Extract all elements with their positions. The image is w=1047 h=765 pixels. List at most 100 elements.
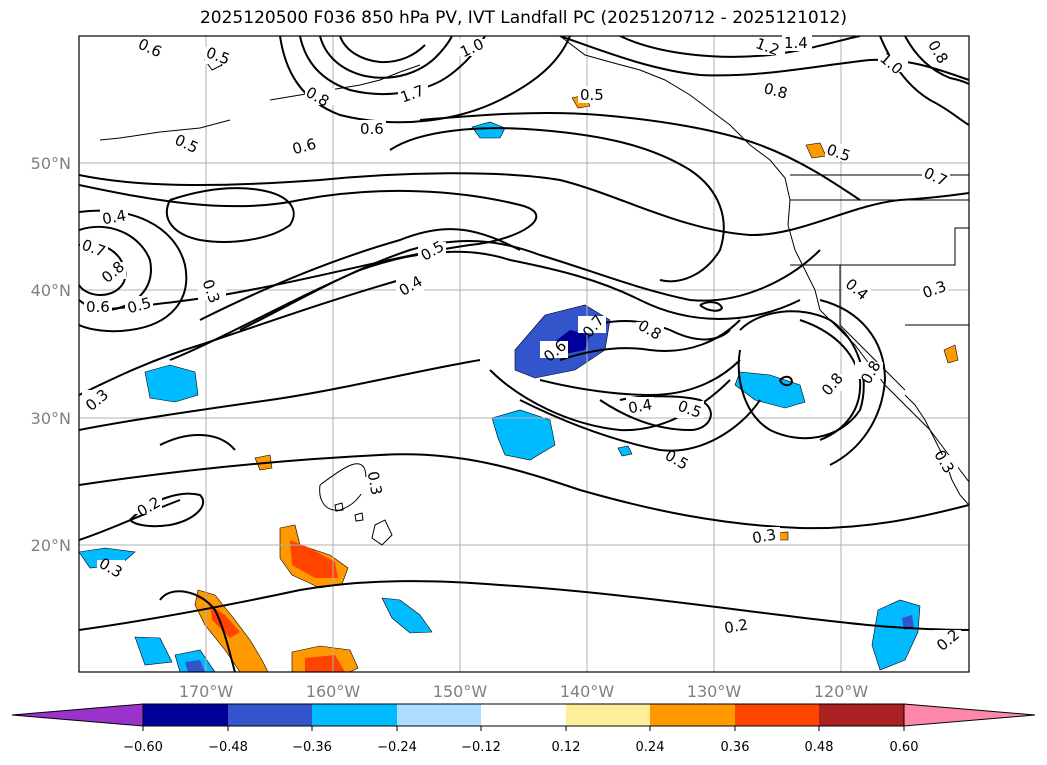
lat-tick-label: 30°N xyxy=(31,409,71,428)
contour-labels: 0.6 0.5 1.0 1.2 1.4 0.8 0.8 1.0 1.7 0.5 … xyxy=(79,34,963,655)
pv-neg-region-s1 xyxy=(381,597,433,634)
contour-label: 0.3 xyxy=(751,525,778,547)
lon-tick-label: 160°W xyxy=(306,682,361,701)
lon-tick-label: 170°W xyxy=(179,682,234,701)
contour-line xyxy=(904,36,969,85)
colorbar-tick-label: 0.36 xyxy=(721,740,750,755)
coastline-island-shape xyxy=(319,463,367,511)
coastline-hawaii-1 xyxy=(354,512,364,522)
contour-label: 0.6 xyxy=(360,120,384,138)
colorbar-tick-label: 0.60 xyxy=(890,740,919,755)
contour-line xyxy=(79,184,538,311)
pv-contours xyxy=(79,36,969,672)
colorbar-tick-label: −0.36 xyxy=(292,740,332,755)
contour-label: 0.2 xyxy=(723,615,750,637)
colorbar-extend-min xyxy=(11,703,144,727)
contour-label: 0.8 xyxy=(635,316,665,344)
pv-neg-region-se xyxy=(871,599,921,671)
pv-neg-region-w xyxy=(144,364,199,403)
contour-line xyxy=(299,36,486,96)
contour-line xyxy=(79,499,181,541)
contour-label: 0.5 xyxy=(172,131,201,157)
map-frame xyxy=(78,35,970,673)
pv-neg-region-ne xyxy=(734,371,806,409)
contour-label: 0.6 xyxy=(290,135,318,159)
contour-line xyxy=(79,172,969,237)
colorbar-segment xyxy=(650,704,735,726)
colorbar-tick-label: −0.60 xyxy=(123,740,163,755)
contour-label: 1.0 xyxy=(457,35,486,61)
coastline-hawaii-big xyxy=(371,519,393,546)
colorbar-segment xyxy=(312,704,397,726)
colorbar-tick-label: −0.24 xyxy=(377,740,417,755)
contour-line xyxy=(79,279,401,396)
contour-label: 0.3 xyxy=(364,470,386,497)
contour-line xyxy=(79,580,969,631)
contour-label: 0.5 xyxy=(418,237,448,265)
contour-label: 0.7 xyxy=(921,164,950,190)
contour-line xyxy=(79,453,969,530)
contour-label: 0.4 xyxy=(101,206,128,228)
contour-label: 0.8 xyxy=(303,83,333,111)
coastline-us-state-nv xyxy=(839,265,906,391)
colorbar-segment xyxy=(228,704,312,726)
gridlines xyxy=(79,36,969,672)
contour-label: 0.8 xyxy=(818,369,847,399)
colorbar-tick-label: −0.12 xyxy=(461,740,501,755)
pv-neg-region-small xyxy=(491,409,556,461)
contour-line xyxy=(159,434,236,451)
contour-label: 0.4 xyxy=(842,275,872,304)
lon-tick-label: 130°W xyxy=(687,682,742,701)
pv-pos-region-hawaii-core xyxy=(290,540,338,578)
colorbar-segment xyxy=(566,704,650,726)
contour-label: 0.8 xyxy=(924,37,952,67)
contour-label: 1.4 xyxy=(784,34,808,52)
pv-neg-region-se-core xyxy=(902,615,914,630)
contour-line xyxy=(779,375,794,387)
pv-pos-region-ne xyxy=(805,142,827,159)
contour-line xyxy=(199,228,521,321)
contour-line xyxy=(879,36,969,126)
colorbar-tick-label: 0.24 xyxy=(636,740,665,755)
lat-tick-label: 20°N xyxy=(31,536,71,555)
coastline-aleutians xyxy=(99,119,231,141)
lat-tick-label: 50°N xyxy=(31,154,71,173)
contour-line xyxy=(559,36,969,81)
lon-tick-label: 150°W xyxy=(433,682,488,701)
contour-line xyxy=(159,590,236,672)
coastline-north-america xyxy=(559,36,969,483)
contour-line xyxy=(737,310,865,440)
contour-line xyxy=(419,111,861,201)
colorbar-extend-max xyxy=(903,703,1036,727)
contour-label: 0.5 xyxy=(125,294,153,318)
contour-line xyxy=(129,492,205,528)
pv-neg-region-tiny xyxy=(617,445,633,457)
contour-line xyxy=(79,359,481,431)
lon-tick-labels: 170°W 160°W 150°W 140°W 130°W 120°W xyxy=(179,682,869,701)
pv-neg-region-bot-core xyxy=(185,660,205,672)
coastlines xyxy=(99,36,969,546)
lat-tick-labels: 50°N 40°N 30°N 20°N xyxy=(31,154,71,555)
pv-pos-region-e xyxy=(943,344,959,364)
colorbar-segment xyxy=(397,704,481,726)
colorbar-segment xyxy=(481,704,566,726)
contour-label: 0.8 xyxy=(762,79,790,103)
lat-tick-label: 40°N xyxy=(31,281,71,300)
contour-line xyxy=(699,301,724,312)
colorbar-tick-label: 0.12 xyxy=(552,740,581,755)
pv-neg-region-n xyxy=(471,121,506,139)
contour-line xyxy=(279,36,571,124)
colorbar-segment xyxy=(143,704,228,726)
lon-tick-label: 140°W xyxy=(560,682,615,701)
coastline-hawaii-2 xyxy=(334,502,344,512)
contour-line xyxy=(339,36,426,64)
colorbar-segment xyxy=(819,704,904,726)
contour-line xyxy=(79,209,188,333)
contour-line xyxy=(319,36,453,79)
contour-line xyxy=(599,395,712,432)
coastline-alaska-islands xyxy=(269,64,421,101)
pv-neg-region-s2 xyxy=(134,636,173,666)
lon-tick-label: 120°W xyxy=(814,682,869,701)
contour-label: 0.4 xyxy=(627,395,654,417)
